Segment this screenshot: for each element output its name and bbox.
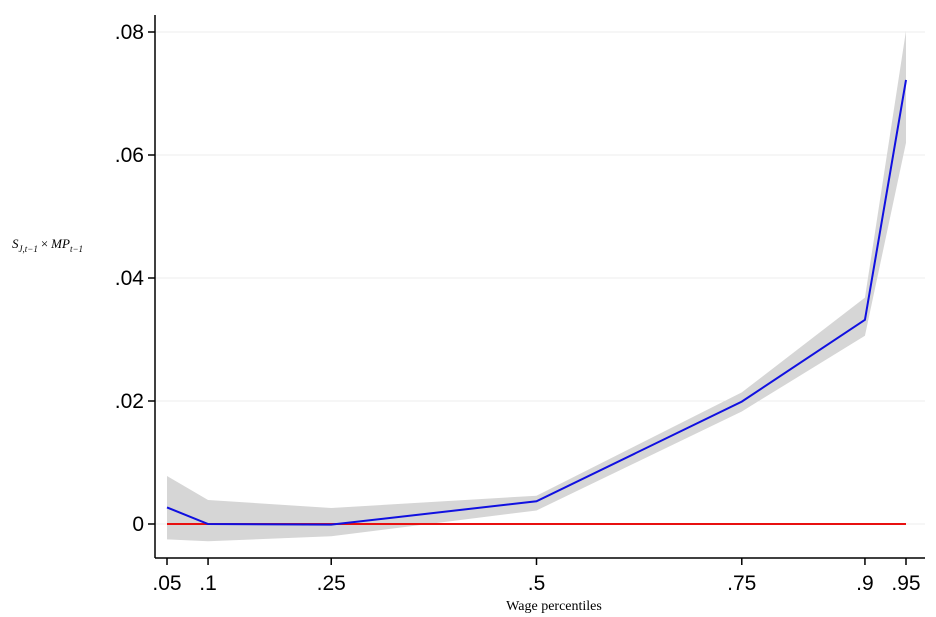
x-axis-label: Wage percentiles — [506, 599, 602, 614]
x-tick-label: .95 — [891, 572, 920, 595]
y-tick-label: 0 — [132, 513, 144, 536]
confidence-band — [167, 30, 906, 542]
series-line — [166, 79, 907, 526]
y-tick-label: .08 — [115, 21, 144, 44]
x-tick-label: .05 — [152, 572, 181, 595]
y-ticks: 0 .02 .04 .06 .08 — [115, 21, 155, 536]
x-tick-label: .75 — [727, 572, 756, 595]
x-tick-label: .5 — [528, 572, 546, 595]
y-tick-label: .06 — [115, 144, 144, 167]
x-tick-label: .1 — [199, 572, 217, 595]
grid-lines — [155, 31, 925, 525]
x-tick-label: .9 — [856, 572, 874, 595]
y-axis-label: SJ,t−1 × MPt−1 — [12, 236, 83, 254]
y-tick-label: .04 — [115, 267, 145, 290]
axes — [154, 15, 925, 559]
x-ticks: .05 .1 .25 .5 .75 .9 .95 — [152, 558, 921, 595]
x-tick-label: .25 — [317, 572, 346, 595]
y-tick-label: .02 — [115, 390, 144, 413]
